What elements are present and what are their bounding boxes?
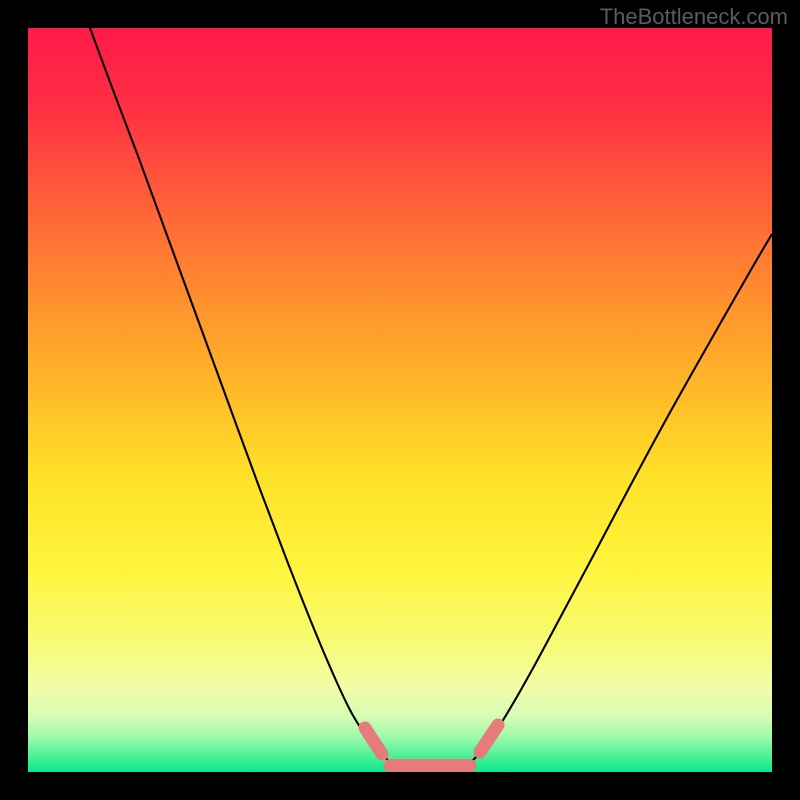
chart-frame: TheBottleneck.com bbox=[0, 0, 800, 800]
bottleneck-chart bbox=[0, 0, 800, 800]
watermark-text: TheBottleneck.com bbox=[600, 4, 788, 30]
gradient-background bbox=[28, 28, 772, 772]
